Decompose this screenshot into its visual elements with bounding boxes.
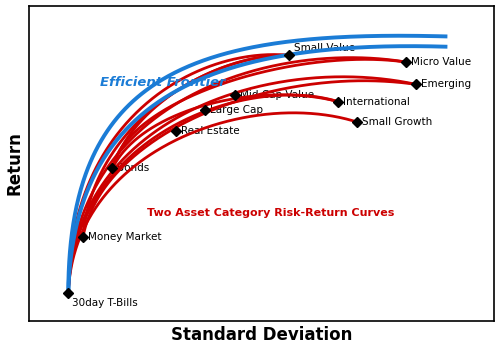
X-axis label: Standard Deviation: Standard Deviation: [171, 327, 352, 344]
Text: Small Growth: Small Growth: [362, 117, 432, 127]
Text: Bonds: Bonds: [118, 163, 150, 173]
Text: Two Asset Category Risk-Return Curves: Two Asset Category Risk-Return Curves: [146, 208, 394, 218]
Text: Small Value: Small Value: [294, 42, 354, 52]
Text: Large Cap: Large Cap: [210, 105, 264, 115]
Text: Micro Value: Micro Value: [411, 57, 472, 67]
Text: Mid Cap Value: Mid Cap Value: [240, 90, 314, 100]
Text: Efficient Frontier: Efficient Frontier: [100, 76, 226, 89]
Text: International: International: [342, 97, 409, 106]
Text: 30day T-Bills: 30day T-Bills: [72, 298, 138, 308]
Text: Emerging: Emerging: [421, 79, 471, 89]
Y-axis label: Return: Return: [6, 131, 24, 195]
Text: Real Estate: Real Estate: [181, 126, 240, 136]
Text: Money Market: Money Market: [88, 232, 162, 242]
